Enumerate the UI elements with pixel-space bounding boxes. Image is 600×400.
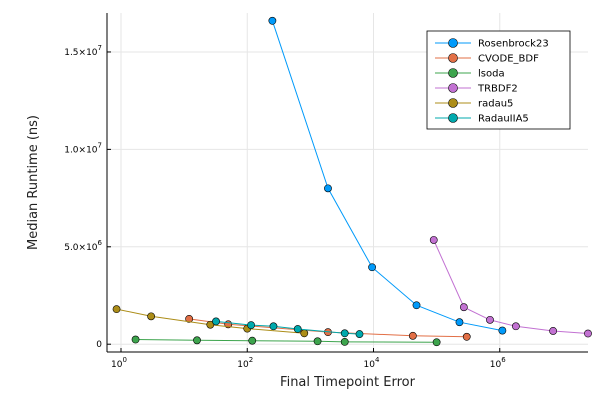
- data-point: [498, 326, 507, 335]
- data-point: [340, 337, 349, 346]
- x-axis-label: Final Timepoint Error: [280, 375, 416, 390]
- legend-label: radau5: [478, 99, 513, 110]
- series-lsoda: [131, 335, 441, 347]
- data-point: [131, 335, 140, 344]
- series-radau5: [112, 305, 309, 338]
- x-tick-base: 10: [364, 360, 376, 370]
- y-tick-label: 0: [96, 340, 102, 350]
- data-point: [459, 303, 468, 312]
- data-point: [584, 329, 592, 338]
- legend-marker: [448, 113, 458, 123]
- data-point: [268, 16, 277, 25]
- data-point: [247, 321, 255, 330]
- data-point: [549, 327, 558, 335]
- data-point: [429, 236, 438, 244]
- data-point: [462, 332, 471, 341]
- y-tick-base: 1.5×10: [64, 48, 98, 58]
- series-line: [135, 339, 437, 343]
- data-point: [313, 337, 322, 346]
- legend-label: RadauIIA5: [478, 114, 529, 125]
- data-point: [248, 336, 257, 345]
- y-tick-base: 0: [96, 340, 102, 350]
- series-trbdf2: [429, 236, 592, 338]
- legend-label: Rosenbrock23: [478, 39, 549, 50]
- data-point: [355, 330, 364, 338]
- series-rosenbrock23: [268, 16, 507, 335]
- legend-box: [426, 30, 571, 130]
- y-tick-label: 1.0×107: [64, 141, 102, 155]
- data-point: [212, 317, 220, 326]
- x-tick-label: 100: [111, 356, 127, 370]
- legend-marker: [448, 83, 458, 93]
- x-tick-base: 10: [111, 360, 123, 370]
- x-tick-label: 106: [490, 356, 506, 370]
- y-tick-label: 1.5×107: [64, 44, 102, 58]
- data-point: [193, 336, 201, 345]
- x-tick-label: 104: [364, 356, 380, 370]
- data-point: [206, 320, 215, 329]
- legend-marker: [448, 53, 458, 63]
- series: [112, 16, 592, 347]
- data-point: [432, 338, 441, 347]
- x-tick-exponent: 0: [122, 356, 126, 364]
- data-point: [112, 305, 121, 314]
- y-tick-exponent: 7: [98, 44, 102, 52]
- legend-marker: [448, 98, 458, 108]
- data-point: [324, 184, 332, 193]
- y-tick-base: 5.0×10: [64, 243, 98, 253]
- legend-label: TRBDF2: [477, 84, 518, 95]
- data-point: [340, 329, 349, 338]
- y-tick-exponent: 6: [98, 239, 103, 247]
- data-point: [147, 312, 156, 321]
- x-tick-exponent: 2: [249, 356, 253, 364]
- data-point: [455, 318, 464, 327]
- data-point: [486, 315, 494, 324]
- data-point: [368, 263, 376, 272]
- legend-marker: [448, 38, 458, 48]
- data-point: [185, 314, 194, 323]
- data-point: [300, 329, 309, 338]
- x-tick-base: 10: [237, 360, 249, 370]
- legend-label: CVODE_BDF: [478, 54, 539, 65]
- data-point: [511, 322, 520, 331]
- x-tick-exponent: 4: [375, 356, 380, 364]
- y-tick-exponent: 7: [98, 141, 102, 149]
- data-point: [412, 301, 421, 310]
- series-radauiia5: [212, 317, 364, 338]
- x-tick-exponent: 6: [501, 356, 506, 364]
- data-point: [269, 322, 278, 331]
- y-axis-label: Median Runtime (ns): [26, 115, 41, 250]
- data-point: [408, 331, 417, 340]
- y-tick-base: 1.0×10: [64, 145, 98, 155]
- data-point: [293, 325, 302, 333]
- series-line: [433, 239, 589, 334]
- x-tick-label: 102: [237, 356, 253, 370]
- legend-label: lsoda: [478, 69, 505, 80]
- series-cvode-bdf: [185, 314, 471, 341]
- series-line: [271, 20, 503, 332]
- axes: [106, 13, 588, 353]
- legend-marker: [448, 68, 458, 78]
- x-tick-base: 10: [490, 360, 502, 370]
- y-tick-label: 5.0×106: [64, 239, 102, 253]
